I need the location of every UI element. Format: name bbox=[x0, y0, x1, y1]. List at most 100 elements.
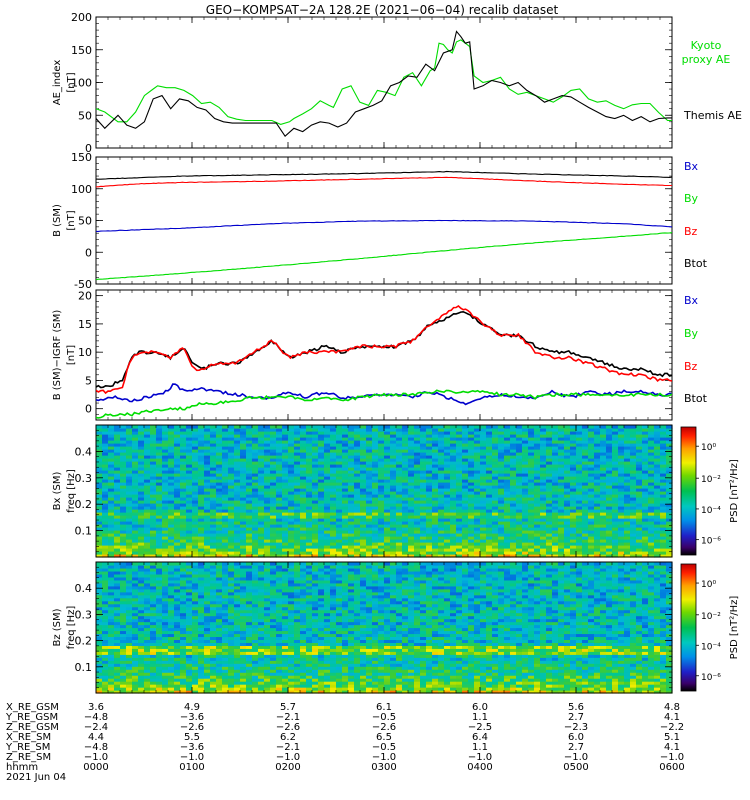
spectrogram-cell bbox=[336, 440, 343, 444]
spectrogram-cell bbox=[582, 500, 589, 504]
spectrogram-cell bbox=[606, 440, 613, 444]
spectrogram-cell bbox=[360, 485, 367, 489]
spectrogram-cell bbox=[498, 533, 505, 537]
spectrogram-cell bbox=[666, 443, 673, 447]
spectrogram-cell bbox=[174, 491, 181, 495]
spectrogram-cell bbox=[228, 494, 235, 498]
spectrogram-cell bbox=[372, 464, 379, 468]
spectrogram-cell bbox=[378, 542, 385, 546]
spectrogram-cell bbox=[252, 518, 259, 522]
spectrogram-cell bbox=[282, 452, 289, 456]
spectrogram-cell bbox=[312, 518, 319, 522]
spectrogram-cell bbox=[408, 512, 415, 516]
spectrogram-cell bbox=[162, 464, 169, 468]
figure-title: GEO−KOMPSAT−2A 128.2E (2021−06−04) recal… bbox=[206, 3, 559, 17]
spectrogram-cell bbox=[288, 545, 295, 549]
spectrogram-cell bbox=[114, 461, 121, 465]
spectrogram-cell bbox=[510, 491, 517, 495]
spectrogram-cell bbox=[294, 545, 301, 549]
spectrogram-cell bbox=[240, 431, 247, 435]
spectrogram-cell bbox=[498, 452, 505, 456]
spectrogram-cell bbox=[276, 500, 283, 504]
spectrogram-cell bbox=[420, 449, 427, 453]
spectrogram-cell bbox=[444, 479, 451, 483]
spectrogram-cell bbox=[300, 551, 307, 555]
spectrogram-cell bbox=[384, 515, 391, 519]
spectrogram-cell bbox=[666, 500, 673, 504]
spectrogram-cell bbox=[504, 500, 511, 504]
spectrogram-cell bbox=[300, 554, 307, 558]
spectrogram-cell bbox=[246, 494, 253, 498]
spectrogram-cell bbox=[390, 512, 397, 516]
spectrogram-cell bbox=[606, 509, 613, 513]
spectrogram-cell bbox=[192, 524, 199, 528]
spectrogram-cell bbox=[666, 446, 673, 450]
spectrogram-cell bbox=[114, 542, 121, 546]
spectrogram-cell bbox=[264, 518, 271, 522]
spectrogram-cell bbox=[96, 621, 103, 626]
spectrogram-cell bbox=[360, 470, 367, 474]
spectrogram-cell bbox=[126, 548, 133, 552]
spectrogram-cell bbox=[96, 672, 103, 676]
spectrogram-cell bbox=[558, 473, 565, 477]
spectrogram-cell bbox=[318, 452, 325, 456]
spectrogram-cell bbox=[384, 464, 391, 468]
spectrogram-cell bbox=[390, 491, 397, 495]
spectrogram-cell bbox=[492, 536, 499, 540]
spectrogram-cell bbox=[468, 449, 475, 453]
spectrogram-cell bbox=[156, 488, 163, 492]
spectrogram-cell bbox=[348, 443, 355, 447]
spectrogram-cell bbox=[168, 473, 175, 477]
spectrogram-cell bbox=[420, 509, 427, 513]
spectrogram-cell bbox=[498, 503, 505, 507]
spectrogram-cell bbox=[576, 476, 583, 480]
spectrogram-cell bbox=[192, 455, 199, 459]
spectrogram-cell bbox=[390, 449, 397, 453]
spectrogram-cell bbox=[282, 554, 289, 558]
spectrogram-cell bbox=[492, 524, 499, 528]
spectrogram-cell bbox=[96, 536, 103, 540]
spectrogram-cell bbox=[324, 521, 331, 525]
spectrogram-cell bbox=[546, 479, 553, 483]
spectrogram-cell bbox=[216, 536, 223, 540]
spectrogram-cell bbox=[378, 494, 385, 498]
spectrogram-cell bbox=[330, 521, 337, 525]
spectrogram-cell bbox=[318, 449, 325, 453]
spectrogram-cell bbox=[576, 446, 583, 450]
spectrogram-cell bbox=[180, 440, 187, 444]
spectrogram-cell bbox=[486, 512, 493, 516]
spectrogram-cell bbox=[402, 497, 409, 501]
spectrogram-cell bbox=[294, 473, 301, 477]
spectrogram-cell bbox=[348, 464, 355, 468]
spectrogram-cell bbox=[588, 554, 595, 558]
spectrogram-cell bbox=[102, 440, 109, 444]
spectrogram-cell bbox=[648, 503, 655, 507]
spectrogram-cell bbox=[168, 437, 175, 441]
spectrogram-cell bbox=[618, 509, 625, 513]
spectrogram-cell bbox=[510, 446, 517, 450]
spectrogram-cell bbox=[450, 461, 457, 465]
spectrogram-cell bbox=[120, 440, 127, 444]
spectrogram-cell bbox=[198, 434, 205, 438]
spectrogram-cell bbox=[522, 461, 529, 465]
spectrogram-cell bbox=[486, 533, 493, 537]
spectrogram-cell bbox=[138, 431, 145, 435]
spectrogram-cell bbox=[144, 539, 151, 543]
y-tick-label: 50 bbox=[78, 109, 92, 122]
spectrogram-cell bbox=[372, 491, 379, 495]
spectrogram-cell bbox=[480, 473, 487, 477]
legend-entry: Themis AE bbox=[683, 109, 742, 122]
spectrogram-cell bbox=[156, 545, 163, 549]
spectrogram-cell bbox=[366, 431, 373, 435]
spectrogram-cell bbox=[498, 473, 505, 477]
spectrogram-cell bbox=[552, 434, 559, 438]
spectrogram-cell bbox=[144, 515, 151, 519]
spectrogram-cell bbox=[492, 518, 499, 522]
spectrogram-cell bbox=[96, 678, 103, 682]
spectrogram-cell bbox=[456, 530, 463, 534]
spectrogram-cell bbox=[192, 449, 199, 453]
spectrogram-cell bbox=[366, 548, 373, 552]
spectrogram-cell bbox=[552, 515, 559, 519]
spectrogram-cell bbox=[126, 509, 133, 513]
spectrogram-cell bbox=[570, 518, 577, 522]
